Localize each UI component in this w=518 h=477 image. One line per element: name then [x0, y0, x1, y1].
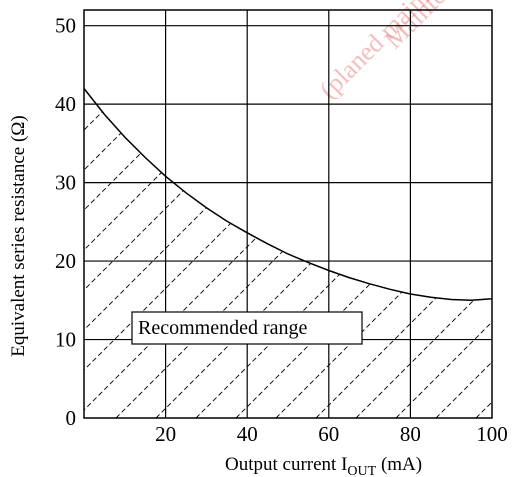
hatch-line [235, 88, 492, 418]
x-axis-title-unit: (mA) [376, 454, 422, 475]
y-tick-label: 50 [55, 14, 76, 38]
hatch-line [275, 88, 492, 418]
hatch-lines [84, 88, 492, 418]
x-tick-label: 40 [237, 422, 258, 446]
hatch-line [84, 88, 325, 418]
y-tick-label: 0 [66, 406, 77, 430]
esr-curve [83, 88, 493, 302]
esr-curve-line [83, 88, 493, 302]
x-tick-label: 100 [476, 422, 508, 446]
hatch-line [84, 88, 205, 418]
watermark: Maintenance(planed maintenance [314, 0, 494, 104]
region-label: Recommended range [138, 317, 307, 339]
y-tick-label: 20 [55, 249, 76, 273]
x-axis-title: Output current IOUT (mA) [225, 454, 422, 477]
x-tick-label: 80 [400, 422, 421, 446]
tick-labels: 20 40 60 80 100 0 10 20 30 40 50 [55, 14, 508, 446]
x-axis-title-main: Output current I [225, 454, 347, 475]
hatch-line [475, 88, 492, 418]
hatch-line [115, 88, 492, 418]
y-tick-label: 30 [55, 171, 76, 195]
y-axis-title: Equivalent series resistance (Ω) [8, 115, 29, 357]
hatch-line [84, 88, 365, 418]
hatch-line [84, 88, 445, 418]
x-axis-title-sub: OUT [347, 464, 376, 477]
hatch-line [315, 88, 492, 418]
hatch-line [84, 88, 405, 418]
hatch-line [84, 88, 485, 418]
hatch-line [355, 88, 492, 418]
plot-border [83, 9, 493, 419]
plot-frame [83, 9, 493, 419]
y-tick-label: 10 [55, 328, 76, 352]
recommended-range-hatch [84, 88, 492, 418]
region-label-box: Recommended range [131, 311, 363, 345]
hatch-line [395, 88, 492, 418]
hatch-line [84, 88, 245, 418]
x-tick-label: 20 [155, 422, 176, 446]
hatch-line [84, 88, 285, 418]
x-tick-label: 60 [318, 422, 339, 446]
hatch-line [435, 88, 492, 418]
grid [84, 10, 492, 418]
y-tick-label: 40 [55, 92, 76, 116]
